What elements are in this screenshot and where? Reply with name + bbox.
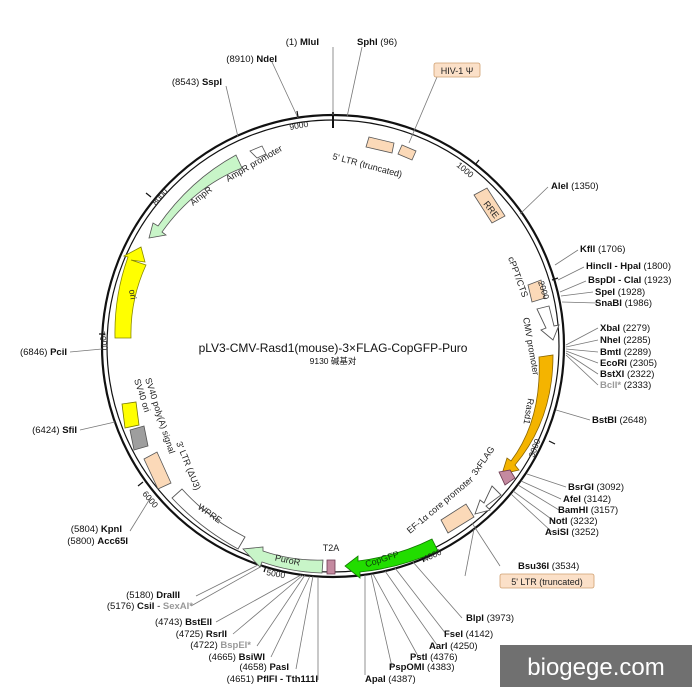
tick-9000: 9000 [289, 119, 310, 132]
ampr-feature [148, 154, 243, 239]
enz-kfli: KflI (1706) [580, 244, 625, 255]
enz-apai: ApaI (4387) [365, 674, 416, 685]
hiv1-box [433, 62, 481, 78]
copgfp-feature [344, 538, 439, 579]
t2a-feature [326, 559, 336, 575]
flag-feature [498, 469, 516, 486]
cmv-promoter-feature [536, 305, 560, 341]
tick-6000: 6000 [140, 489, 160, 510]
ltr5-box-a [365, 136, 395, 154]
enz-pspomi: PspOMI (4383) [389, 662, 454, 673]
ori-feature [114, 246, 147, 339]
enz-hincii: HincII - HpaI (1800) [586, 261, 671, 272]
enz-csii: (5176) CsiI - SexAI* [107, 601, 193, 612]
enz-bstxi: BstXI (2322) [600, 369, 654, 380]
enz-bsrgi: BsrGI (3092) [568, 482, 624, 493]
rre-feature [473, 187, 506, 224]
enz-pflfi: (4651) PflFI - Tth111I [227, 674, 318, 685]
enz-draiii: (5180) DraIII [126, 590, 180, 601]
rasd1-label: Rasd1 [522, 398, 536, 425]
enz-bamhi: BamHI (3157) [558, 505, 618, 516]
ltr5-bottom-box [499, 573, 595, 589]
wpre-feature [171, 488, 246, 550]
sv40pa-feature [129, 425, 149, 451]
enz-rsrii: (4725) RsrII [176, 629, 227, 640]
enz-mlui: (1) MluI [286, 37, 319, 48]
rasd1-feature [501, 354, 554, 475]
enz-pasi: (4658) PasI [239, 662, 289, 673]
puror-feature [242, 546, 324, 574]
ampr-promoter-feature [249, 145, 267, 159]
watermark: biogege.com [527, 654, 664, 681]
enz-sfii: (6424) SfiI [32, 425, 77, 436]
ltr5-bottom-label: 5' LTR (truncated) [511, 577, 583, 587]
ltr3-feature [143, 451, 172, 490]
enz-fsei: FseI (4142) [444, 629, 493, 640]
enz-nhei: NheI (2285) [600, 335, 651, 346]
flag-label: 3xFLAG [469, 444, 496, 477]
sv40pa-label: SV40 poly(A) signal [143, 377, 177, 455]
enz-pcii: (6846) PciI [20, 347, 67, 358]
tick-8000: 8000 [150, 186, 170, 207]
t2a-label: T2A [323, 543, 340, 553]
enz-spei: SpeI (1928) [595, 287, 645, 298]
enz-bsiwi: (4665) BsiWI [209, 652, 266, 663]
ltr5-trunc-label: 5' LTR (truncated) [331, 151, 403, 179]
cppt-label: cPPT/CTS [506, 255, 530, 298]
enz-asisi: AsiSI (3252) [545, 527, 599, 538]
enz-bspdi: BspDI - ClaI (1923) [588, 275, 671, 286]
ef1a-promoter-feature [474, 485, 502, 515]
hiv1-label: HIV-1 Ψ [441, 66, 474, 76]
enz-afei: AfeI (3142) [563, 494, 611, 505]
ltr5-box-c [440, 503, 475, 534]
map-size: 9130 碱基对 [310, 356, 357, 366]
enz-blpi: BlpI (3973) [466, 613, 514, 624]
ltr5-box-b [397, 144, 417, 161]
enz-kpni: (5804) KpnI [71, 524, 122, 535]
enz-noti: NotI (3232) [549, 516, 598, 527]
enz-bsu36i: Bsu36I (3534) [518, 561, 579, 572]
enz-acc65i: (5800) Acc65I [67, 536, 128, 547]
ori-label: ori [127, 289, 139, 301]
cmv-label: CMV promoter [521, 317, 541, 376]
cppt-feature [527, 279, 546, 303]
enz-sspi: (8543) SspI [172, 77, 222, 88]
tick-5000: 5000 [266, 567, 287, 580]
ltr3-label: 3' LTR (ΔU3) [174, 440, 203, 492]
scale-ticks [99, 110, 559, 573]
enz-bstbi: BstBI (2648) [592, 415, 647, 426]
enz-ecori: EcoRI (2305) [600, 358, 657, 369]
enz-bmti: BmtI (2289) [600, 347, 651, 358]
enz-bsteii: (4743) BstEII [155, 617, 212, 628]
enz-xbai: XbaI (2279) [600, 323, 650, 334]
leader-lines [69, 46, 599, 680]
enz-snabi: SnaBI (1986) [595, 298, 652, 309]
enz-bspei: (4722) BspEI* [190, 640, 251, 651]
tick-7000: 7000 [97, 331, 110, 352]
enz-alei: AleI (1350) [551, 181, 599, 192]
enz-psti: PstI (4376) [410, 652, 458, 663]
sv40ori-feature [121, 401, 140, 429]
enz-bcli: BclI* (2333) [600, 380, 651, 391]
enz-sphi: SphI (96) [357, 37, 397, 48]
enz-aari: AarI (4250) [429, 641, 478, 652]
enz-ndei: (8910) NdeI [226, 54, 277, 65]
map-title: pLV3-CMV-Rasd1(mouse)-3×FLAG-CopGFP-Puro [199, 341, 468, 355]
watermark-bg [500, 645, 692, 687]
